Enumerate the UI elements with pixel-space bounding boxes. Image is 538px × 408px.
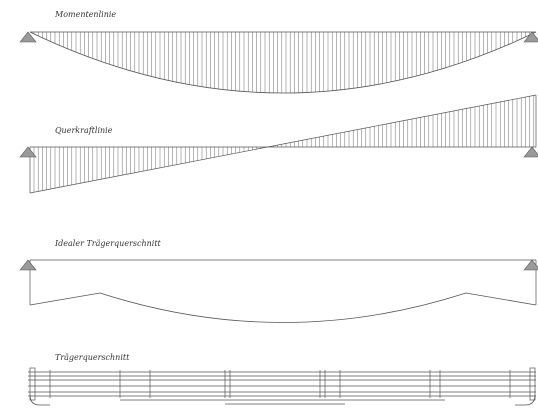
left-end-plate [29,367,36,401]
right-bearing [515,394,536,406]
moment-hatching [33,32,535,93]
left-support-icon [19,31,37,43]
right-support-icon [523,259,538,271]
real-section-panel: Trägerquerschnitt [28,353,536,406]
right-end-plate [529,367,536,401]
left-support-icon [19,259,37,271]
right-support-icon [523,31,538,43]
right-support-icon [523,146,538,158]
shear-diagram-label: Querkraftlinie [55,126,113,135]
ideal-section-panel: Idealer Trägerquerschnitt [19,239,538,323]
moment-diagram-label: Momentenlinie [54,10,116,19]
moment-diagram-panel: Momentenlinie [19,10,538,94]
shear-hatching [33,95,535,193]
shear-line [29,94,537,194]
left-bearing [29,394,50,406]
real-section-label: Trägerquerschnitt [55,353,130,362]
shear-diagram-panel: Querkraftlinie [19,94,538,194]
left-support-icon [19,146,37,158]
ideal-bottom-profile [29,292,537,323]
stiffeners [49,370,511,398]
ideal-section-label: Idealer Trägerquerschnitt [54,239,162,248]
moment-curve [29,31,537,94]
